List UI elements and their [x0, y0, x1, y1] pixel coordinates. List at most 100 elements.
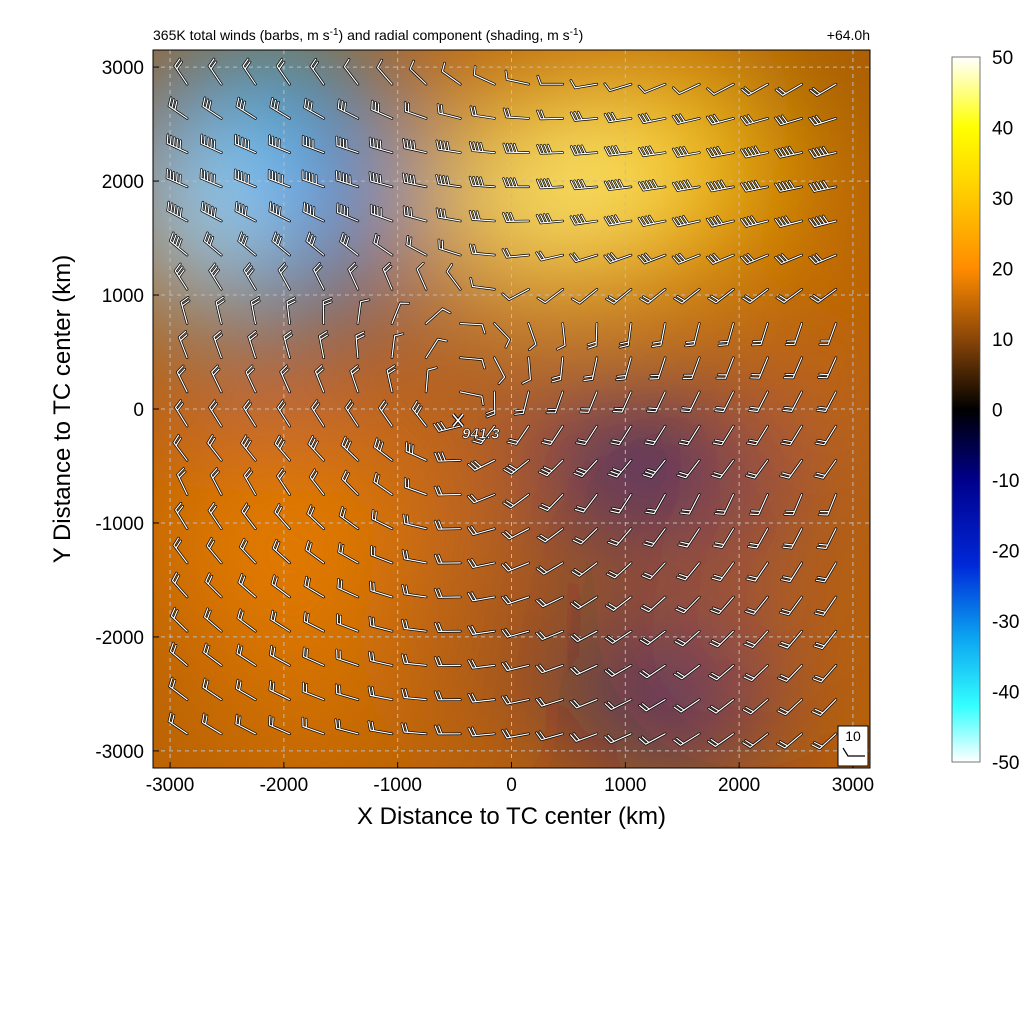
wind-barb: [775, 180, 803, 192]
wind-barb: [269, 202, 291, 222]
wind-barb: [784, 493, 803, 516]
wind-barb: [336, 649, 359, 666]
wind-barb: [238, 573, 256, 598]
wind-barb: [709, 630, 734, 648]
wind-barb: [404, 102, 427, 119]
wind-barb: [404, 478, 427, 496]
wind-barb: [606, 288, 632, 304]
wind-barb: [742, 699, 769, 715]
wind-barb: [814, 596, 837, 616]
wind-barb: [571, 562, 598, 577]
wind-barb: [638, 253, 666, 264]
wind-barb: [283, 330, 293, 359]
wind-barb: [338, 543, 359, 564]
wind-barb: [174, 58, 188, 85]
wind-barb: [604, 253, 632, 263]
wind-barb: [503, 108, 530, 119]
shading-nw-top: [204, 50, 341, 136]
wind-barb: [606, 562, 632, 579]
wind-barb: [816, 391, 837, 412]
chart-title: 365K total winds (barbs, m s-1) and radi…: [153, 27, 583, 43]
wind-barb: [303, 612, 325, 632]
wind-barb: [436, 140, 461, 154]
wind-barb: [336, 614, 359, 632]
y-tick-label: -3000: [95, 742, 144, 763]
wind-barb: [434, 588, 461, 598]
wind-barb: [386, 365, 396, 393]
wind-barb: [541, 425, 564, 446]
wind-barb: [176, 365, 188, 393]
wind-barb: [206, 537, 222, 564]
wind-barb: [170, 607, 188, 632]
wind-barb: [391, 333, 404, 359]
wind-barb: [742, 288, 769, 304]
wind-barb: [570, 253, 598, 263]
wind-barb: [781, 425, 803, 446]
wind-barb: [576, 425, 598, 446]
wind-barb: [401, 654, 427, 666]
wind-barb: [280, 365, 291, 393]
wind-barb: [211, 365, 222, 393]
wind-barb: [341, 436, 359, 461]
wind-barb: [536, 562, 564, 575]
wind-barb: [469, 176, 495, 188]
wind-barb: [469, 210, 495, 222]
wind-barb: [459, 391, 484, 406]
colorbar: 50 40 30 20 10 0 -10 -20 -30 -40 -50: [951, 48, 1019, 774]
wind-barb: [271, 575, 291, 598]
wind-barb: [536, 178, 564, 189]
wind-barb: [269, 680, 291, 701]
wind-barb: [718, 322, 734, 346]
wind-barb: [608, 459, 632, 478]
wind-barb: [368, 686, 393, 701]
wind-barb: [335, 719, 359, 735]
wind-barb: [604, 733, 632, 744]
wind-barb: [311, 400, 325, 427]
wind-barb: [208, 502, 222, 530]
wind-barb: [522, 357, 531, 384]
wind-barb: [341, 470, 359, 496]
wind-barb: [470, 277, 495, 290]
wind-barb: [339, 506, 359, 530]
wind-barb: [200, 134, 222, 154]
wind-barb: [469, 141, 495, 154]
colorbar-tick-label: -20: [992, 542, 1019, 563]
wind-barb: [369, 171, 393, 188]
wind-barb: [201, 713, 222, 735]
wind-barb: [809, 180, 837, 192]
wind-barb: [673, 699, 700, 713]
wind-barb: [501, 595, 530, 605]
wind-barb: [368, 721, 393, 735]
wind-barb: [572, 528, 598, 545]
wind-barb: [369, 616, 393, 632]
colorbar-tick-label: 0: [992, 401, 1003, 422]
wind-barb: [507, 425, 530, 445]
wind-barb: [171, 572, 188, 598]
wind-barb: [207, 435, 222, 461]
wind-barb: [335, 170, 359, 188]
wind-barb: [202, 678, 222, 701]
wind-barb: [205, 573, 222, 598]
wind-barb: [503, 143, 530, 154]
colorbar-ticks: 50 40 30 20 10 0 -10 -20 -30 -40 -50: [992, 48, 1019, 774]
wind-barb: [672, 180, 700, 192]
shading-sw-outflow: [153, 431, 421, 637]
wind-barb: [369, 581, 393, 598]
wind-barb: [536, 110, 564, 120]
wind-barb: [502, 528, 530, 540]
wind-barb: [535, 630, 564, 641]
wind-barb: [303, 647, 325, 666]
wind-barb: [373, 233, 393, 256]
wind-barb: [638, 146, 666, 157]
wind-barb: [335, 684, 359, 701]
wind-barb: [308, 435, 325, 461]
wind-barb: [234, 169, 256, 188]
wind-barb: [706, 114, 734, 125]
wind-barb: [819, 322, 837, 345]
wind-barb: [446, 263, 461, 290]
wind-barb: [579, 391, 598, 413]
wind-barb: [740, 146, 769, 158]
wind-barb: [604, 699, 632, 711]
wind-barb: [201, 201, 222, 222]
wind-barb: [425, 338, 447, 359]
